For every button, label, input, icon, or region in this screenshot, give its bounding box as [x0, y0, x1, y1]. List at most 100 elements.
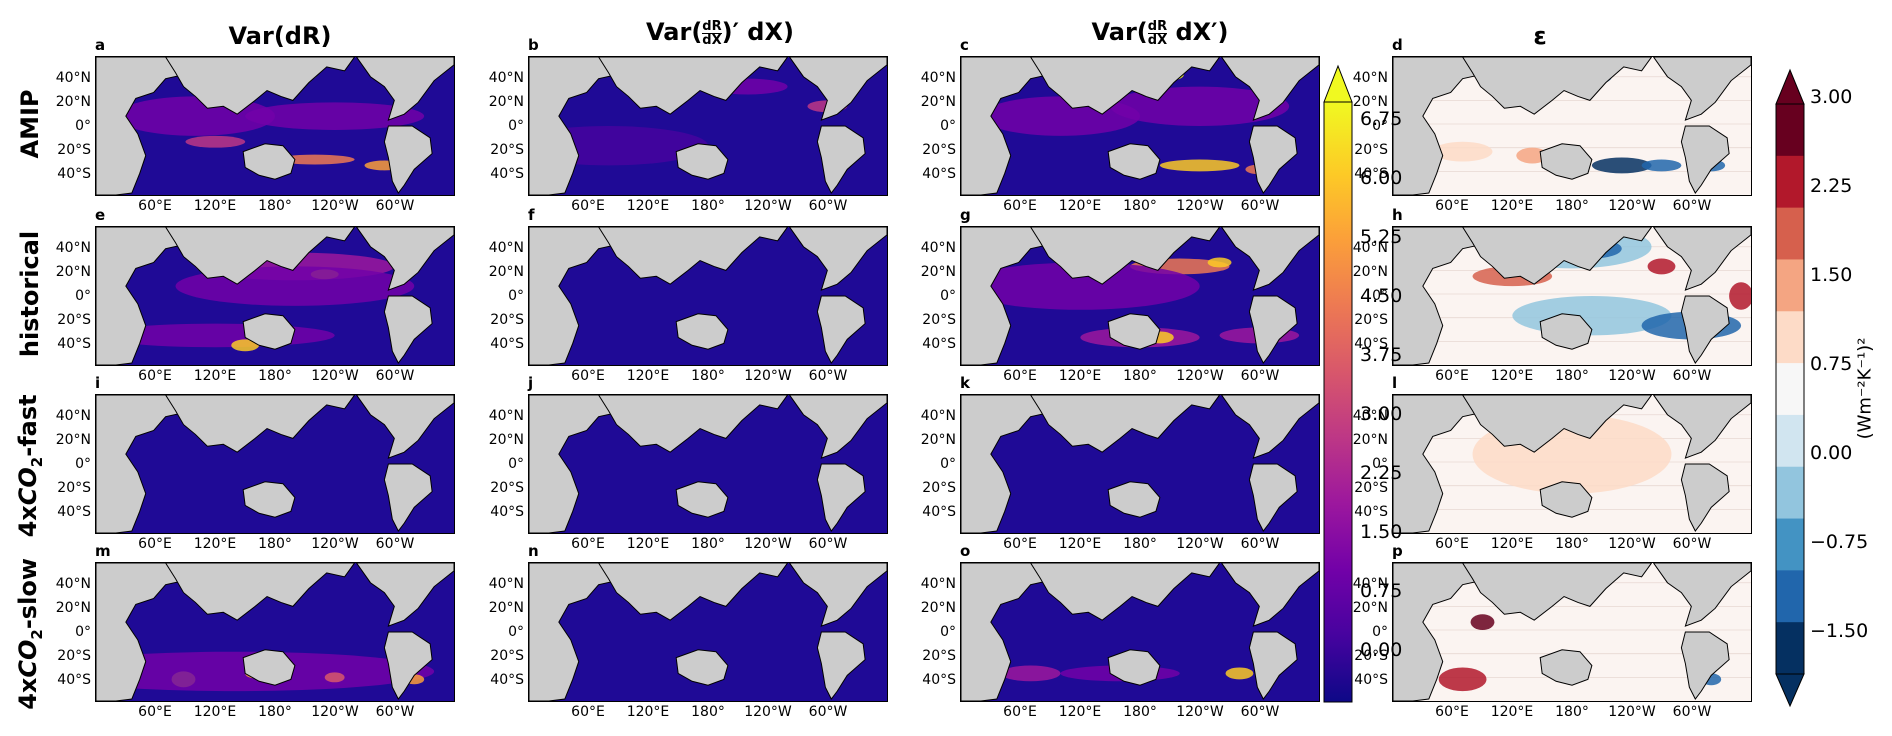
lat-tick-label: 40°S: [1354, 504, 1388, 520]
lon-tick-label: 60°E: [1003, 368, 1037, 384]
lon-tick-label: 120°E: [193, 536, 237, 552]
lat-tick-label: 40°N: [488, 408, 524, 424]
colorbar-variance: [1323, 64, 1353, 703]
row-label-pre: 4x: [14, 505, 43, 538]
lon-tick-label: 60°W: [375, 368, 415, 384]
lon-tick-label: 120°W: [744, 536, 792, 552]
lon-tick-label: 180°: [1555, 536, 1589, 552]
column-title-epsilon: ε: [1533, 22, 1547, 50]
lat-tick-label: 20°S: [1354, 480, 1388, 496]
lon-tick-label: 180°: [1123, 198, 1157, 214]
lon-tick-label: 120°E: [626, 368, 670, 384]
lat-tick-label: 0°: [508, 288, 524, 304]
lat-tick-label: 20°N: [55, 264, 91, 280]
colorbar-epsilon-band: [1776, 104, 1804, 157]
lat-tick-label: 40°S: [1354, 166, 1388, 182]
map-panel-h: [1392, 226, 1752, 366]
row-label-sub: 2: [27, 456, 46, 468]
map-panel-b: [528, 56, 888, 196]
fraction: dR dX: [702, 20, 722, 48]
map-panel-m: [95, 562, 455, 702]
row-label-pre: 4x: [14, 677, 43, 710]
lat-tick-label: 40°S: [490, 336, 524, 352]
lat-tick-label: 0°: [1372, 624, 1388, 640]
lon-tick-label: 60°W: [1672, 536, 1712, 552]
lat-tick-label: 20°S: [1354, 648, 1388, 664]
lat-tick-label: 0°: [75, 288, 91, 304]
lat-tick-label: 20°S: [57, 480, 91, 496]
lon-tick-label: 120°W: [1176, 536, 1224, 552]
lon-tick-label: 120°W: [744, 198, 792, 214]
lat-tick-label: 20°N: [1352, 264, 1388, 280]
map-panel-e: [95, 226, 455, 366]
lat-tick-label: 40°N: [488, 576, 524, 592]
colorbar-epsilon-band: [1776, 518, 1804, 571]
lat-tick-label: 20°N: [55, 94, 91, 110]
lon-tick-label: 60°W: [1240, 704, 1280, 720]
row-label-co: CO: [14, 639, 43, 678]
lon-tick-label: 60°W: [375, 536, 415, 552]
lat-tick-label: 20°N: [920, 600, 956, 616]
lon-tick-label: 120°W: [311, 198, 359, 214]
colorbar-epsilon-band: [1776, 622, 1804, 675]
lon-tick-label: 120°W: [744, 368, 792, 384]
colorbar-epsilon-band: [1776, 466, 1804, 520]
row-label-historical: historical: [16, 230, 44, 358]
lat-tick-label: 40°S: [922, 166, 956, 182]
lat-tick-label: 20°N: [1352, 94, 1388, 110]
lat-tick-label: 40°S: [1354, 336, 1388, 352]
lon-tick-label: 60°W: [1240, 198, 1280, 214]
title-prefix: Var(: [1091, 18, 1148, 46]
title-prefix: Var(: [646, 18, 703, 46]
lon-tick-label: 180°: [1555, 368, 1589, 384]
panel-letter: f: [528, 206, 535, 224]
lat-tick-label: 0°: [940, 118, 956, 134]
lon-tick-label: 60°W: [808, 368, 848, 384]
row-label-4xco2-slow: 4xCO2-slow: [14, 554, 46, 714]
lon-tick-label: 60°W: [375, 704, 415, 720]
panel-letter: a: [95, 36, 106, 54]
lon-tick-label: 120°E: [626, 536, 670, 552]
lat-tick-label: 20°S: [922, 648, 956, 664]
colorbar-variance-tick: 6.00: [1360, 167, 1403, 189]
row-label-post: -slow: [14, 558, 43, 630]
column-title-var-dr-dx-dxprime: Var(dR dX dX′): [1060, 18, 1260, 47]
panel-letter: m: [95, 542, 111, 560]
lon-tick-label: 120°E: [1058, 198, 1102, 214]
colorbar-variance-tick: 4.50: [1360, 285, 1403, 307]
colorbar-epsilon-tick: 0.00: [1810, 442, 1853, 464]
lat-tick-label: 0°: [508, 624, 524, 640]
lon-tick-label: 120°W: [1608, 536, 1656, 552]
lon-tick-label: 60°E: [138, 368, 172, 384]
lon-tick-label: 120°W: [311, 368, 359, 384]
lat-tick-label: 20°S: [490, 648, 524, 664]
fraction: dR dX: [1147, 20, 1168, 47]
lat-tick-label: 40°N: [55, 408, 91, 424]
map-panel-k: [960, 394, 1320, 534]
lat-tick-label: 40°S: [57, 336, 91, 352]
colorbar-variance-tick: 1.50: [1360, 521, 1403, 543]
fraction-den: dX: [702, 32, 722, 48]
lat-tick-label: 40°N: [55, 240, 91, 256]
lon-tick-label: 120°E: [626, 704, 670, 720]
lon-tick-label: 180°: [1123, 536, 1157, 552]
colorbar-variance-tick: 0.00: [1360, 639, 1403, 661]
lat-tick-label: 20°S: [922, 312, 956, 328]
lon-tick-label: 120°E: [193, 368, 237, 384]
colorbar-epsilon-band: [1776, 155, 1804, 209]
map-panel-p: [1392, 562, 1752, 702]
lat-tick-label: 20°N: [55, 600, 91, 616]
lon-tick-label: 120°E: [1058, 536, 1102, 552]
lat-tick-label: 20°N: [488, 94, 524, 110]
colorbar-epsilon-band: [1776, 363, 1804, 416]
map-panel-a: [95, 56, 455, 196]
lat-tick-label: 0°: [75, 624, 91, 640]
lat-tick-label: 20°N: [488, 600, 524, 616]
title-suffix: dX′): [1167, 18, 1229, 46]
lon-tick-label: 120°W: [1608, 704, 1656, 720]
lon-tick-label: 60°E: [571, 198, 605, 214]
lat-tick-label: 40°N: [55, 70, 91, 86]
lon-tick-label: 60°E: [138, 704, 172, 720]
colorbar-epsilon-band: [1776, 414, 1804, 468]
lat-tick-label: 20°N: [1352, 600, 1388, 616]
